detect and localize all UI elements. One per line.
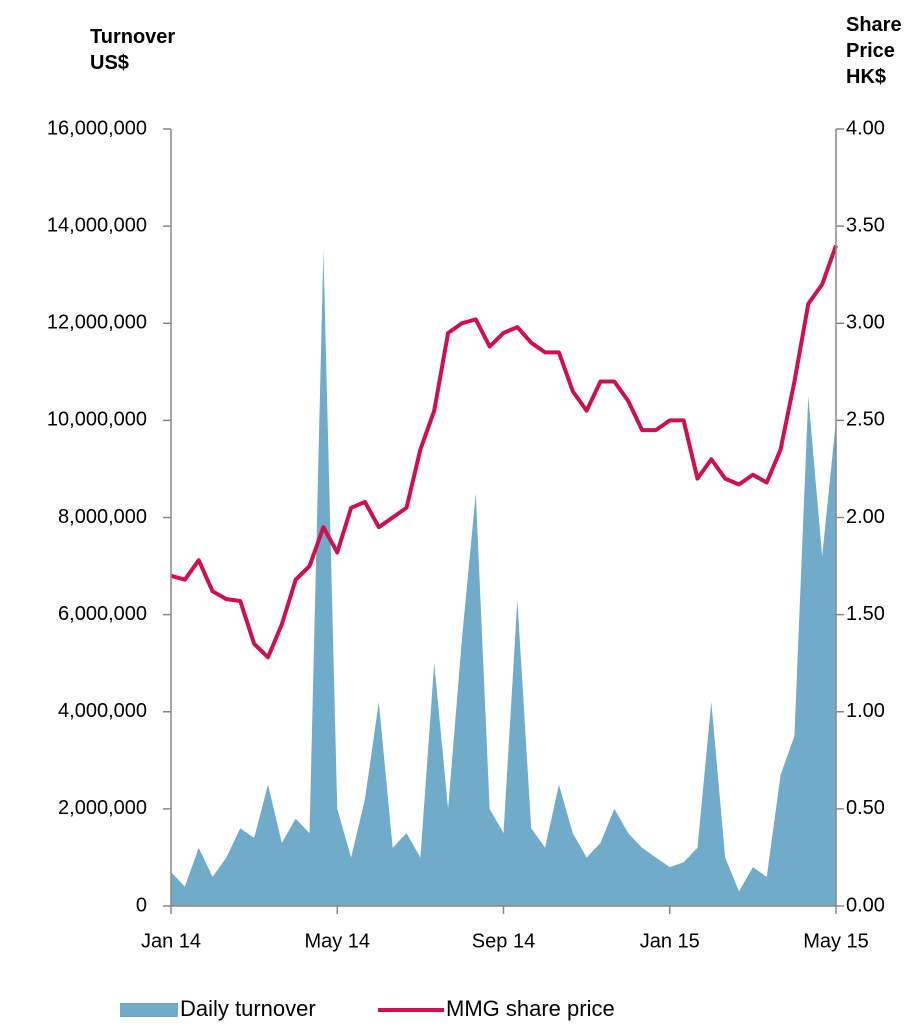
x-tick-label: Sep 14 <box>472 930 535 952</box>
y2-tick-label: 1.00 <box>846 700 885 722</box>
y2-tick-label: 0.50 <box>846 797 885 819</box>
y-tick-label: 8,000,000 <box>58 506 147 528</box>
y2-axis-title: Share Price HK$ <box>846 14 902 88</box>
x-tick-label: May 14 <box>304 930 370 952</box>
legend-swatch <box>120 1003 178 1017</box>
legend-label: Daily turnover <box>180 996 316 1021</box>
y2-tick-label: 3.50 <box>846 214 885 236</box>
y-tick-label: 0 <box>136 894 147 916</box>
y-tick-label: 14,000,000 <box>47 214 147 236</box>
y2-tick-label: 4.00 <box>846 117 885 139</box>
y-tick-label: 12,000,000 <box>47 312 147 334</box>
legend-label: MMG share price <box>446 996 615 1021</box>
turnover-area <box>171 250 836 906</box>
y-tick-label: 4,000,000 <box>58 700 147 722</box>
price-line <box>170 244 838 660</box>
x-tick-label: Jan 15 <box>640 930 700 952</box>
y-tick-label: 10,000,000 <box>47 409 147 431</box>
y2-tick-label: 2.00 <box>846 506 885 528</box>
y2-tick-label: 3.00 <box>846 312 885 334</box>
y2-tick-label: 2.50 <box>846 409 885 431</box>
y2-tick-label: 1.50 <box>846 603 885 625</box>
y2-tick-label: 0.00 <box>846 894 885 916</box>
x-tick-label: May 15 <box>803 930 869 952</box>
y-tick-label: 6,000,000 <box>58 603 147 625</box>
y-tick-label: 2,000,000 <box>58 797 147 819</box>
y-tick-label: 16,000,000 <box>47 117 147 139</box>
y-axis-title: Turnover US$ <box>90 26 176 74</box>
x-tick-label: Jan 14 <box>141 930 201 952</box>
